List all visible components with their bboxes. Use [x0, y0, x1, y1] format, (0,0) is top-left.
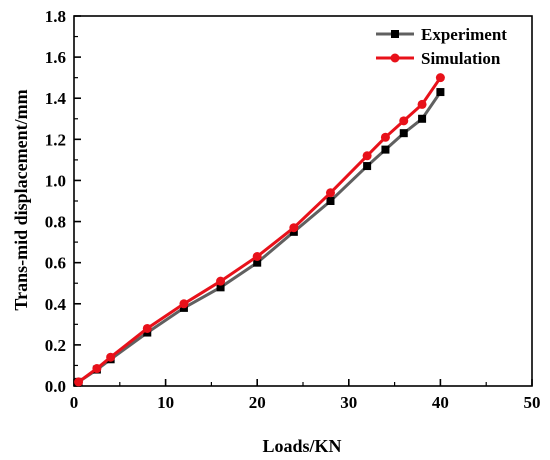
x-tick-label: 40 — [432, 393, 449, 412]
y-tick-label: 1.8 — [45, 7, 66, 26]
data-point — [417, 99, 427, 109]
data-point — [363, 162, 372, 171]
data-point — [289, 223, 299, 233]
data-point — [106, 352, 116, 362]
series-line-simulation — [77, 76, 442, 384]
y-tick-label: 0.4 — [45, 295, 67, 314]
y-tick-label: 0.0 — [45, 377, 66, 396]
y-tick-label: 1.6 — [45, 48, 66, 67]
y-tick-label: 0.2 — [45, 336, 66, 355]
data-point — [418, 114, 427, 123]
data-point — [326, 197, 335, 205]
legend-label-simulation: Simulation — [421, 49, 501, 68]
data-point — [216, 276, 226, 286]
data-point — [179, 299, 189, 309]
data-point — [399, 116, 409, 126]
y-axis-title: Trans-mid displacement/mm — [11, 89, 31, 310]
data-point — [252, 252, 262, 261]
data-point — [380, 132, 390, 142]
x-tick-label: 0 — [70, 393, 79, 412]
legend-marker-experiment — [391, 30, 399, 38]
data-point — [253, 258, 262, 267]
y-tick-label: 1.0 — [45, 171, 66, 190]
x-tick-label: 30 — [340, 393, 357, 412]
y-tick-label: 1.2 — [45, 130, 66, 149]
series-simulation — [74, 73, 445, 387]
x-tick-label: 20 — [249, 393, 266, 412]
data-point — [142, 323, 152, 333]
y-tick-label: 0.8 — [45, 213, 66, 232]
data-point — [325, 188, 335, 198]
data-point — [74, 377, 84, 387]
data-point — [216, 283, 225, 292]
x-tick-label: 50 — [524, 393, 541, 412]
data-point — [381, 145, 390, 154]
data-point — [92, 364, 102, 374]
data-point — [436, 88, 445, 97]
x-axis-title: Loads/KN — [262, 436, 341, 456]
data-point — [362, 151, 372, 161]
data-point — [435, 73, 445, 83]
data-point — [399, 129, 408, 138]
legend-marker-simulation — [390, 53, 400, 63]
legend-label-experiment: Experiment — [421, 25, 507, 44]
y-tick-label: 0.6 — [45, 254, 66, 273]
x-tick-label: 10 — [157, 393, 174, 412]
y-tick-label: 1.4 — [45, 89, 67, 108]
